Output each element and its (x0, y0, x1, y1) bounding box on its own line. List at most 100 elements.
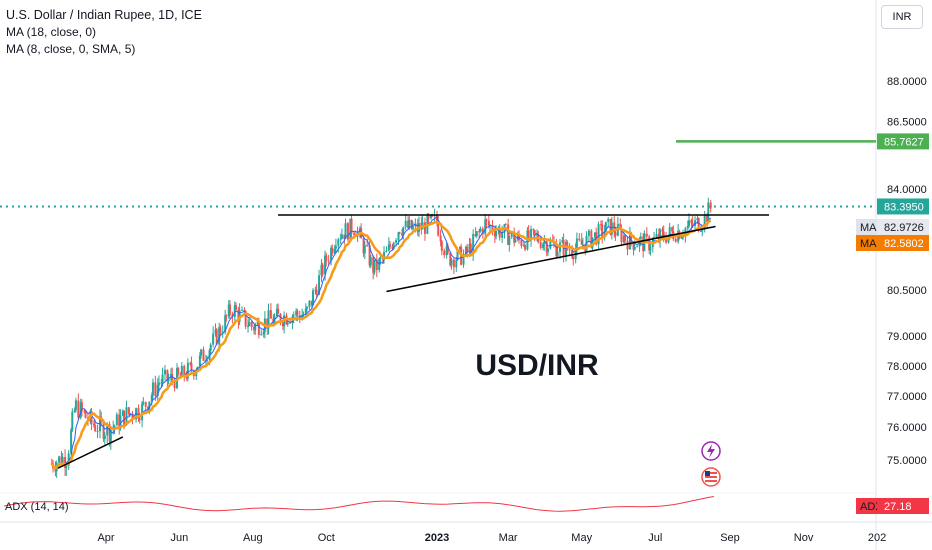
time-axis[interactable]: Apr Jun Aug Oct 2023 Mar May Jul Sep Nov 202 (97, 532, 886, 544)
candle-body (591, 237, 594, 248)
candle-body (113, 425, 116, 428)
candle-body (665, 238, 668, 243)
candle-body (315, 289, 318, 295)
candle-body (94, 425, 97, 432)
candle-body (295, 310, 298, 316)
candle-body (445, 245, 448, 256)
candle-body (661, 229, 664, 232)
time-tick-label: Mar (499, 532, 518, 544)
lightning-icon[interactable] (701, 441, 721, 461)
candle-body (597, 224, 600, 245)
candle-body (549, 241, 552, 249)
candle-body (254, 324, 257, 331)
candle-body (372, 257, 375, 273)
candle-body (387, 244, 390, 251)
candle-body (546, 248, 549, 253)
candle-body (366, 245, 369, 247)
candle-body (334, 245, 337, 249)
candle-body (200, 349, 203, 356)
chart-legend: U.S. Dollar / Indian Rupee, 1D, ICE MA (… (6, 7, 202, 58)
candle-body (464, 246, 467, 255)
candle-body (481, 228, 484, 235)
candle-body (215, 329, 218, 345)
candle-body (369, 257, 372, 266)
candle-body (373, 259, 376, 273)
candle-body (536, 234, 539, 236)
candle-body (248, 321, 251, 326)
candle-body (237, 309, 240, 322)
candle-body (694, 220, 697, 226)
candle-body (543, 241, 546, 244)
candle-body (379, 257, 382, 259)
candle-body (141, 403, 144, 421)
candle-body (218, 327, 221, 345)
candle-body (527, 230, 530, 240)
candle-body (119, 415, 122, 429)
candle-body (449, 252, 452, 266)
candle-body (350, 218, 353, 234)
candle-body (115, 414, 118, 426)
candle-body (383, 252, 386, 259)
time-tick-label: 2023 (425, 532, 449, 544)
drawings[interactable] (57, 140, 876, 469)
candle-body (624, 235, 627, 241)
candle-body (649, 247, 652, 251)
candle-body (609, 218, 612, 235)
candle-body (228, 304, 231, 315)
candle-body (501, 232, 504, 238)
candle-body (160, 382, 163, 384)
candle-body (185, 376, 188, 379)
ma-8-legend[interactable]: MA (8, close, 0, SMA, 5) (6, 42, 136, 56)
candle-body (262, 331, 265, 335)
time-tick-label: 202 (868, 532, 886, 544)
us-flag-icon[interactable] (701, 467, 721, 487)
price-tick-label: 79.0000 (887, 331, 927, 343)
candle-body (266, 318, 269, 329)
candle-body (385, 250, 388, 253)
candle-body (173, 380, 176, 389)
candle-body (522, 245, 525, 247)
candle-body (227, 304, 230, 317)
candle-body (102, 421, 105, 440)
candle-body (475, 231, 478, 236)
candle-body (368, 245, 371, 266)
candle-body (292, 315, 295, 317)
candle-body (202, 349, 205, 362)
candle-body (568, 249, 571, 251)
candle-body (478, 231, 481, 233)
candle-body (484, 219, 487, 235)
candle-body (138, 418, 141, 421)
candle-body (437, 221, 440, 236)
candle-body (121, 410, 124, 416)
candle-body (630, 232, 633, 242)
candle-body (671, 227, 674, 232)
candle-body (703, 214, 706, 229)
price-axis[interactable]: 88.000086.500084.000082.500080.500079.00… (887, 76, 927, 467)
candle-body (84, 411, 87, 419)
candle-body (468, 243, 471, 252)
time-tick-label: Apr (97, 532, 114, 544)
price-tick-label: 80.5000 (887, 285, 927, 297)
candle-body (479, 228, 482, 232)
candle-body (206, 359, 209, 361)
candle-body (123, 410, 126, 426)
candle-body (493, 231, 496, 237)
candle-body (79, 402, 82, 418)
candle-body (696, 218, 699, 221)
candle-body (183, 365, 186, 377)
candle-body (144, 402, 147, 407)
symbol-title[interactable]: U.S. Dollar / Indian Rupee, 1D, ICE (6, 8, 202, 22)
currency-button[interactable]: INR (881, 5, 923, 29)
candle-body (260, 334, 263, 336)
candle-body (157, 382, 160, 385)
candle-body (566, 241, 569, 250)
candle-body (103, 435, 106, 440)
candle-body (83, 410, 86, 412)
candle-body (645, 233, 648, 237)
candle-body (539, 242, 542, 248)
candle-body (674, 239, 677, 242)
candle-body (575, 238, 578, 250)
ma-18-legend[interactable]: MA (18, close, 0) (6, 25, 97, 39)
candle-body (443, 250, 446, 256)
